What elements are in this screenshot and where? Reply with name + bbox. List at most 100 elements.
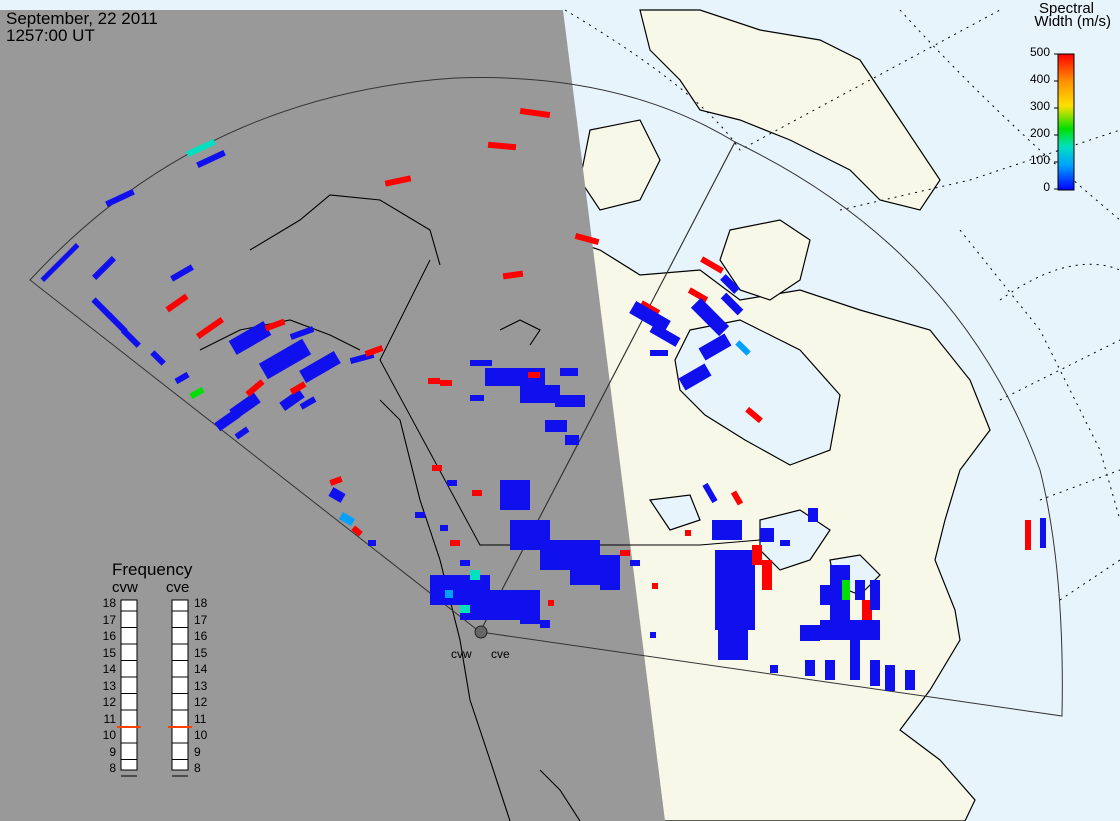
echo-cell xyxy=(470,360,492,366)
frequency-tick-cvw: 8 xyxy=(109,761,116,775)
echo-cell xyxy=(842,580,850,600)
echo-cell xyxy=(652,583,658,589)
echo-cell xyxy=(432,465,442,471)
echo-cell xyxy=(780,540,790,546)
echo-cell xyxy=(712,520,742,540)
echo-cell xyxy=(338,512,356,526)
echo-cell xyxy=(258,338,312,380)
echo-cell xyxy=(905,670,915,690)
radar-label-cvw: cvw xyxy=(451,647,472,661)
echo-cell xyxy=(862,600,872,620)
echo-cell xyxy=(279,389,305,411)
echo-cell xyxy=(299,350,341,384)
frequency-col-cvw: cvw xyxy=(112,579,138,596)
frequency-tick-cvw: 15 xyxy=(102,645,116,660)
echo-cell xyxy=(440,380,452,386)
radar-site-marker xyxy=(474,625,488,639)
echo-cell xyxy=(440,525,448,531)
frequency-bar-cvw xyxy=(117,599,141,777)
echo-cell xyxy=(808,508,818,522)
echo-cell xyxy=(752,545,762,565)
frequency-tick-cve: 14 xyxy=(194,662,208,676)
echo-cell xyxy=(520,385,560,403)
echo-cell xyxy=(384,175,412,187)
echo-cell xyxy=(91,255,117,281)
boundaries xyxy=(379,259,761,546)
echo-cell xyxy=(460,560,470,566)
colorbar-title-line2: Width (m/s) xyxy=(1034,13,1111,30)
echo-cell xyxy=(450,540,460,546)
frequency-tick-cvw: 12 xyxy=(102,695,116,709)
echo-cell xyxy=(186,138,216,158)
echo-cell xyxy=(548,600,554,606)
frequency-tick-cvw: 18 xyxy=(102,596,116,610)
echo-cell xyxy=(264,318,286,332)
echo-cell xyxy=(364,345,384,357)
frequency-tick-cvw: 14 xyxy=(102,662,116,676)
land-greenland xyxy=(639,9,941,211)
echo-cell xyxy=(545,420,567,432)
echo-cell xyxy=(745,406,763,424)
echo-cell xyxy=(825,660,835,680)
echo-cell xyxy=(770,665,778,673)
echo-cell xyxy=(289,326,315,340)
echo-cell xyxy=(650,350,668,356)
echo-cell xyxy=(649,323,681,347)
echo-cell xyxy=(234,426,250,440)
frequency-tick-cve: 8 xyxy=(194,761,201,775)
echo-cell xyxy=(245,379,265,397)
echo-cell xyxy=(150,350,166,366)
frequency-tick-cve: 13 xyxy=(194,678,208,693)
echo-cell xyxy=(106,312,128,334)
echo-cell xyxy=(820,620,880,640)
echo-cell xyxy=(487,141,517,151)
frequency-bar-cve xyxy=(168,599,192,777)
echo-cell xyxy=(415,512,425,518)
echo-cell xyxy=(472,490,482,496)
echo-cell xyxy=(328,487,346,503)
echo-cell xyxy=(700,256,724,274)
echo-cell xyxy=(121,328,141,348)
echo-cell xyxy=(351,525,363,537)
frequency-tick-cve: 17 xyxy=(194,612,208,627)
echo-cell xyxy=(228,321,272,355)
echo-cell xyxy=(762,560,772,590)
land-baffin xyxy=(719,219,811,301)
echo-cell xyxy=(428,378,440,384)
echo-cell xyxy=(760,528,774,542)
echo-cell xyxy=(196,149,226,169)
frequency-tick-cve: 16 xyxy=(194,629,208,643)
echo-cell xyxy=(1040,518,1046,548)
echo-cell xyxy=(460,605,470,613)
echo-cell xyxy=(630,560,640,566)
frequency-tick-cvw: 13 xyxy=(102,678,116,693)
frequency-tick-cvw: 11 xyxy=(103,711,116,726)
date-label: September, 22 2011 xyxy=(6,9,158,28)
echo-cell xyxy=(620,550,630,556)
colorbar-tick: 100 xyxy=(1029,153,1050,167)
echo-cell xyxy=(565,435,579,445)
echo-cell xyxy=(500,480,530,510)
echo-cell xyxy=(214,408,241,432)
echo-cell xyxy=(470,570,480,580)
echo-cell xyxy=(560,368,578,376)
echo-cell xyxy=(730,490,744,506)
echo-cell xyxy=(687,287,709,303)
colorbar-ticks xyxy=(1054,53,1058,190)
echo-cell xyxy=(735,340,751,356)
echo-cell xyxy=(678,363,712,391)
echo-cell xyxy=(502,270,524,280)
colorbar-tick: 200 xyxy=(1029,126,1050,140)
frequency-tick-cvw: 9 xyxy=(109,744,116,759)
frequency-tick-cvw: 17 xyxy=(102,612,116,627)
echo-cell xyxy=(329,476,343,486)
echo-cell xyxy=(165,293,189,313)
echo-cell xyxy=(850,640,860,680)
echo-cell xyxy=(174,371,190,385)
echo-cell xyxy=(105,188,135,208)
coastlines-night xyxy=(199,194,581,821)
echo-cell xyxy=(574,232,600,246)
radar-label-cve: cve xyxy=(491,647,510,661)
echo-cell xyxy=(685,530,691,536)
